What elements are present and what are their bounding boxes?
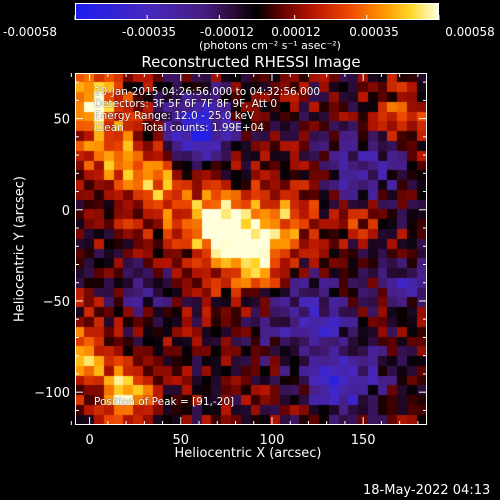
colorbar-tick-label: 0.00012 <box>271 25 321 39</box>
clean-label: Clean <box>94 122 124 134</box>
chart-title: Reconstructed RHESSI Image <box>141 53 361 71</box>
total-counts-annotation: Total counts: 1.99E+04 <box>142 122 265 134</box>
timestamp: 18-May-2022 04:13 <box>363 483 491 498</box>
colorbar-tick-label: 0.00058 <box>445 25 495 39</box>
x-tick-label: 150 <box>351 433 376 448</box>
y-tick-label: 50 <box>53 113 70 128</box>
detectors-annotation: Detectors: 3F 5F 6F 7F 8F 9F, Att 0 <box>94 98 278 110</box>
y-tick-label: 0 <box>62 204 70 219</box>
x-tick-label: 0 <box>85 433 93 448</box>
colorbar-tick-label: -0.00035 <box>122 25 176 39</box>
colorbar-tick-label: -0.00012 <box>200 25 254 39</box>
colorbar-tick-label: 0.00035 <box>349 25 399 39</box>
colorbar <box>75 3 439 20</box>
y-tick-label: −50 <box>43 295 70 310</box>
time-range-annotation: 20-Jan-2015 04:26:56.000 to 04:32:56.000 <box>94 86 321 98</box>
energy-annotation: Energy Range: 12.0 - 25.0 keV <box>94 110 255 122</box>
x-tick-label: 100 <box>260 433 285 448</box>
y-axis-label: Heliocentric Y (arcsec) <box>12 176 28 322</box>
colorbar-tick-label: -0.00058 <box>3 25 57 39</box>
colorbar-unit-label: (photons cm⁻² s⁻¹ asec⁻²) <box>199 39 341 52</box>
heatmap-image <box>75 73 427 425</box>
peak-annotation: Position of Peak = [91,-20] <box>94 396 235 408</box>
x-tick-label: 50 <box>173 433 190 448</box>
x-axis-label: Heliocentric X (arcsec) <box>174 446 322 461</box>
y-tick-label: −100 <box>34 386 70 401</box>
